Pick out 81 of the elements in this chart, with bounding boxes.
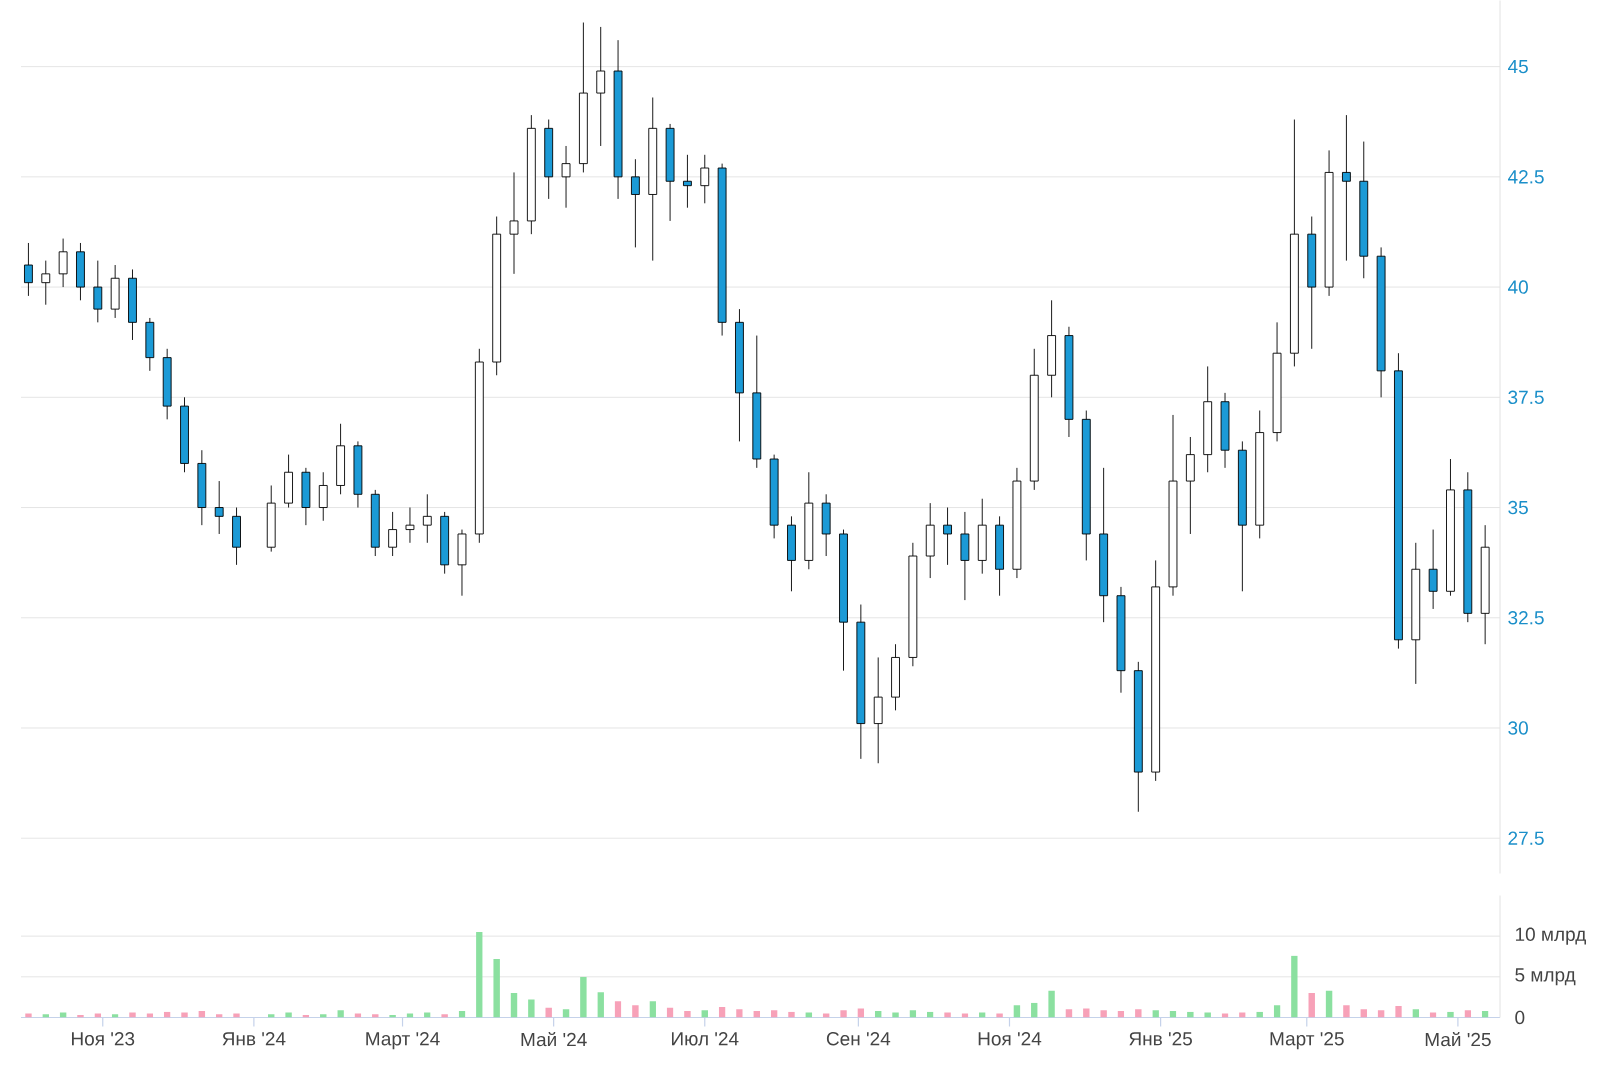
candlestick (1342, 114, 1351, 261)
bar (1187, 1011, 1194, 1018)
bar (493, 958, 500, 1018)
candlestick (24, 242, 33, 297)
bar (1065, 1009, 1073, 1018)
candlestick (943, 506, 952, 566)
y-tick-label: 45 (1507, 59, 1528, 74)
candlestick (630, 158, 640, 248)
bar (1273, 1005, 1281, 1018)
bar (1291, 955, 1298, 1018)
bar (649, 1000, 656, 1018)
y-tick-label: 40 (1507, 280, 1528, 294)
bar (632, 1005, 639, 1018)
y-tick-label: 0 (1515, 1010, 1525, 1024)
bar (476, 931, 483, 1018)
x-tick-label: Ноя '23 (72, 1031, 135, 1046)
bar (233, 1013, 240, 1018)
bar (1395, 1005, 1402, 1018)
x-tick-label: Май '25 (1425, 1031, 1491, 1047)
x-tick-label: Сен '24 (826, 1031, 891, 1046)
y-tick-label: 35 (1508, 500, 1528, 515)
y-tick-label: 5 млрд (1515, 968, 1576, 986)
y-tick-label: 10 млрд (1515, 927, 1586, 945)
bar (562, 1009, 570, 1018)
bar (406, 1013, 414, 1018)
candlestick (683, 154, 692, 208)
x-tick-label: Янв '24 (222, 1031, 286, 1046)
x-tick-label: Март '24 (366, 1031, 440, 1049)
bar (614, 1000, 622, 1018)
candlestick (41, 259, 51, 305)
bar (1256, 1011, 1263, 1018)
candlestick (509, 171, 519, 275)
candlestick (596, 26, 606, 147)
x-tick-label: Июл '24 (672, 1031, 739, 1046)
x-tick-label: Ноя '24 (978, 1031, 1042, 1046)
bar (1013, 1005, 1021, 1018)
y-tick-label: 42.5 (1507, 169, 1544, 184)
bar (1308, 992, 1315, 1018)
bar (1412, 1009, 1420, 1018)
y-tick-label: 30 (1508, 721, 1528, 735)
bar (146, 1013, 154, 1018)
bar (996, 1013, 1003, 1018)
candlestick (214, 480, 224, 535)
x-tick-label: Янв '25 (1129, 1031, 1192, 1046)
bar (1447, 1011, 1454, 1018)
bar (1325, 990, 1333, 1018)
candlestick (422, 493, 432, 544)
candlestick (58, 237, 68, 288)
bar (944, 1012, 951, 1018)
bar (25, 1013, 32, 1018)
bar (1048, 990, 1055, 1018)
bar (129, 1012, 136, 1018)
bar (441, 1014, 448, 1018)
y-tick-label: 27.5 (1508, 831, 1544, 845)
bar (1135, 1009, 1142, 1018)
bar (892, 1012, 899, 1018)
x-tick-label: Март '25 (1270, 1031, 1344, 1049)
y-tick-label: 32.5 (1508, 610, 1544, 625)
bar (736, 1009, 743, 1018)
bar (961, 1013, 969, 1018)
bar (94, 1013, 102, 1018)
bar (354, 1013, 362, 1018)
candlestick (93, 259, 103, 323)
bar (510, 992, 518, 1018)
bar (597, 992, 604, 1018)
candlestick (405, 506, 415, 544)
bar (822, 1013, 830, 1018)
x-tick-label: Май '24 (521, 1031, 587, 1047)
bar (580, 976, 587, 1018)
y-tick-label: 37.5 (1508, 390, 1544, 404)
candlestick (1428, 528, 1438, 610)
candlestick (561, 145, 571, 208)
bar (1221, 1013, 1229, 1018)
bar (684, 1010, 691, 1018)
bar (1204, 1012, 1211, 1018)
bar (1343, 1005, 1350, 1018)
candlestick (318, 471, 328, 521)
candlestick (388, 511, 398, 557)
bar (181, 1012, 188, 1018)
bar (1360, 1009, 1367, 1018)
candlestick (700, 154, 710, 204)
